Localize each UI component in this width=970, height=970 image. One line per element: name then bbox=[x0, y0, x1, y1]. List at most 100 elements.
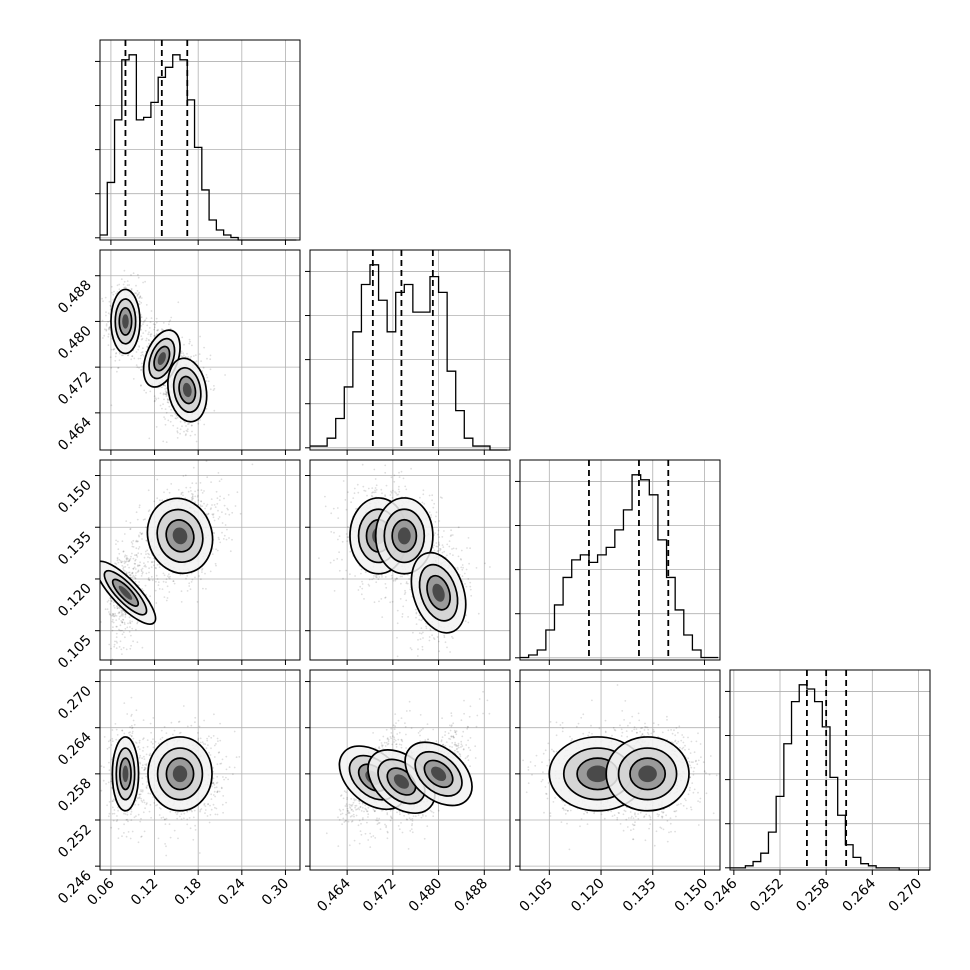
sample-point bbox=[162, 322, 165, 324]
sample-point bbox=[118, 606, 120, 608]
sample-point bbox=[435, 542, 438, 544]
y-tick-label: 0.464 bbox=[55, 414, 95, 454]
sample-point bbox=[200, 578, 202, 581]
sample-point bbox=[117, 366, 120, 369]
sample-point bbox=[431, 494, 434, 497]
sample-point bbox=[371, 492, 373, 494]
sample-point bbox=[110, 780, 113, 783]
sample-point bbox=[198, 575, 200, 577]
sample-point bbox=[110, 305, 112, 308]
y-tick-label: 0.120 bbox=[55, 580, 95, 620]
sample-point bbox=[110, 826, 113, 829]
sample-point bbox=[205, 380, 208, 382]
panel-content bbox=[318, 463, 491, 658]
sample-point bbox=[395, 577, 398, 580]
sample-point bbox=[122, 550, 125, 553]
sample-point bbox=[108, 327, 110, 329]
sample-point bbox=[203, 346, 206, 349]
sample-point bbox=[154, 566, 157, 569]
sample-point bbox=[106, 747, 109, 750]
sample-point bbox=[185, 429, 188, 432]
sample-point bbox=[400, 582, 402, 585]
sample-point bbox=[164, 408, 167, 410]
sample-point bbox=[164, 384, 167, 387]
sample-point bbox=[161, 499, 164, 502]
sample-point bbox=[132, 546, 135, 548]
sample-point bbox=[190, 424, 193, 427]
sample-point bbox=[115, 636, 118, 639]
sample-point bbox=[129, 574, 132, 577]
sample-point bbox=[158, 566, 161, 568]
sample-point bbox=[372, 577, 375, 580]
sample-point bbox=[150, 575, 153, 578]
sample-point bbox=[133, 562, 136, 565]
sample-point bbox=[180, 493, 183, 496]
sample-point bbox=[117, 548, 120, 551]
x-tick-label: 0.18 bbox=[172, 876, 205, 909]
sample-point bbox=[179, 428, 182, 431]
sample-point bbox=[166, 585, 169, 588]
sample-point bbox=[425, 627, 428, 630]
sample-point bbox=[118, 288, 121, 291]
sample-point bbox=[175, 414, 178, 417]
sample-point bbox=[145, 553, 147, 555]
sample-point bbox=[333, 590, 336, 592]
sample-point bbox=[129, 626, 131, 628]
sample-point bbox=[128, 630, 131, 633]
sample-point bbox=[463, 572, 466, 575]
sample-point bbox=[345, 533, 348, 535]
sample-point bbox=[176, 416, 179, 419]
sample-point bbox=[156, 478, 159, 481]
sample-point bbox=[357, 589, 360, 591]
sample-point bbox=[186, 428, 189, 431]
sample-point bbox=[127, 354, 129, 357]
sample-point bbox=[122, 631, 125, 634]
sample-point bbox=[162, 580, 165, 583]
density-level bbox=[172, 527, 188, 545]
sample-point bbox=[211, 504, 213, 506]
sample-point bbox=[137, 569, 140, 572]
sample-point bbox=[179, 432, 182, 435]
sample-point bbox=[141, 532, 144, 535]
density-level bbox=[397, 527, 411, 545]
sample-point bbox=[390, 574, 393, 577]
sample-point bbox=[361, 463, 364, 466]
sample-point bbox=[125, 835, 128, 838]
sample-point bbox=[143, 355, 145, 357]
sample-point bbox=[404, 589, 406, 592]
sample-point bbox=[153, 335, 156, 337]
sample-point bbox=[138, 300, 141, 303]
sample-point bbox=[368, 585, 371, 587]
sample-point bbox=[114, 612, 116, 615]
sample-point bbox=[469, 585, 472, 588]
sample-point bbox=[186, 575, 189, 577]
x-tick-label: 0.24 bbox=[215, 875, 248, 908]
sample-point bbox=[156, 497, 159, 500]
sample-point bbox=[119, 615, 121, 618]
sample-point bbox=[112, 601, 115, 604]
sample-point bbox=[409, 588, 412, 591]
density-mode bbox=[167, 357, 208, 423]
sample-point bbox=[155, 574, 158, 577]
sample-point bbox=[434, 532, 436, 534]
sample-point bbox=[124, 570, 126, 572]
sample-point bbox=[116, 642, 118, 644]
sample-point bbox=[167, 576, 170, 579]
sample-point bbox=[131, 730, 134, 733]
sample-point bbox=[404, 485, 407, 488]
sample-point bbox=[380, 598, 383, 600]
sample-point bbox=[131, 545, 134, 548]
sample-point bbox=[217, 509, 219, 512]
sample-point bbox=[109, 739, 112, 742]
sample-point bbox=[130, 713, 133, 716]
sample-point bbox=[375, 484, 378, 487]
sample-point bbox=[121, 729, 124, 732]
sample-point bbox=[108, 769, 111, 772]
sample-point bbox=[465, 585, 468, 588]
sample-point bbox=[170, 316, 173, 319]
sample-point bbox=[405, 582, 408, 585]
sample-point bbox=[134, 574, 137, 577]
sample-point bbox=[420, 632, 423, 635]
sample-point bbox=[125, 287, 128, 289]
sample-point bbox=[130, 813, 132, 816]
